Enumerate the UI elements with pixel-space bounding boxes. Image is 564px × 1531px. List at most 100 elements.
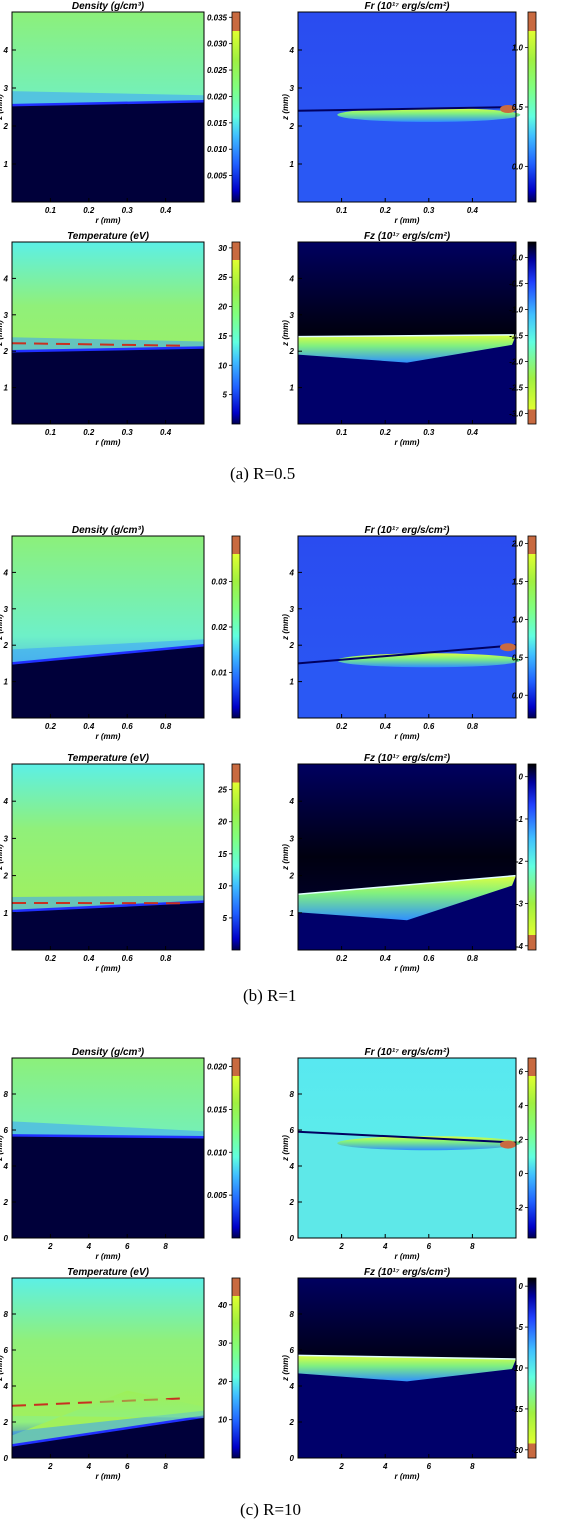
- y-tick-label: 3: [290, 605, 295, 614]
- heatmap-lower-region: [12, 101, 204, 202]
- colorbar: [232, 12, 240, 202]
- colorbar-tick-label: 15: [218, 850, 227, 859]
- y-tick-label: 6: [290, 1126, 295, 1135]
- x-tick-label: 2: [47, 1462, 53, 1471]
- colorbar: [232, 1278, 240, 1458]
- x-tick-label: 4: [382, 1242, 388, 1251]
- panel-title: Temperature (eV): [67, 231, 150, 242]
- y-tick-label: 2: [289, 1198, 295, 1207]
- panel-title: Fr (10¹⁷ erg/s/cm²): [365, 1047, 451, 1058]
- y-tick-label: 3: [4, 605, 9, 614]
- x-tick-label: 0.2: [380, 206, 392, 215]
- colorbar-tick-label: 0.5: [512, 103, 524, 112]
- colorbar: [528, 1278, 536, 1458]
- colorbar-tick-label: 0.015: [207, 1105, 228, 1114]
- colorbar-tick-label: 15: [218, 332, 227, 341]
- y-tick-label: 4: [3, 797, 9, 806]
- y-tick-label: 1: [290, 909, 295, 918]
- y-axis-label: z (mm): [281, 614, 290, 641]
- colorbar-tick-label: 0: [519, 1169, 524, 1178]
- y-tick-label: 4: [289, 1382, 295, 1391]
- colorbar-tick-label: 10: [218, 1416, 227, 1425]
- y-tick-label: 2: [3, 122, 9, 131]
- y-tick-label: 0: [290, 1234, 295, 1243]
- colorbar-tick-label: 20: [217, 818, 227, 827]
- colorbar: [528, 764, 536, 950]
- y-axis-label: z (mm): [0, 1355, 4, 1382]
- x-tick-label: 4: [382, 1462, 388, 1471]
- panel-title: Temperature (eV): [67, 1267, 150, 1278]
- y-tick-label: 0: [290, 1454, 295, 1463]
- caption-c: (c) R=10: [240, 1500, 301, 1520]
- x-axis-label: r (mm): [96, 964, 121, 973]
- x-tick-label: 0.4: [83, 722, 95, 731]
- x-tick-label: 0.8: [467, 722, 479, 731]
- y-tick-label: 4: [3, 1382, 9, 1391]
- x-tick-label: 0.2: [380, 428, 392, 437]
- y-tick-label: 4: [3, 46, 9, 55]
- colorbar-tick-label: 0.020: [207, 92, 228, 101]
- y-tick-label: 1: [290, 384, 295, 393]
- heatmap-lower-region: [12, 1135, 204, 1238]
- y-tick-label: 2: [3, 641, 9, 650]
- colorbar-tick-label: -1: [516, 815, 524, 824]
- y-tick-label: 4: [289, 797, 295, 806]
- colorbar-tick-label: 6: [519, 1068, 524, 1077]
- x-tick-label: 0.4: [160, 428, 172, 437]
- y-tick-label: 3: [290, 834, 295, 843]
- colorbar-tick-label: -2: [516, 1203, 524, 1212]
- colorbar-tick-label: 0.010: [207, 145, 228, 154]
- x-tick-label: 0.8: [160, 954, 172, 963]
- y-tick-label: 2: [289, 641, 295, 650]
- colorbar-tick-label: -15: [511, 1405, 523, 1414]
- y-tick-label: 2: [3, 1198, 9, 1207]
- colorbar: [232, 242, 240, 424]
- colorbar-tick-label: -4: [516, 942, 524, 951]
- flux-hotspot: [500, 1141, 516, 1149]
- y-tick-label: 8: [4, 1310, 9, 1319]
- x-tick-label: 6: [427, 1462, 432, 1471]
- y-tick-label: 8: [290, 1090, 295, 1099]
- x-axis-label: r (mm): [395, 438, 420, 447]
- panel-title: Fz (10¹⁷ erg/s/cm²): [364, 753, 451, 764]
- x-axis-label: r (mm): [96, 216, 121, 225]
- colorbar-tick-label: 10: [218, 882, 227, 891]
- colorbar-tick-label: -2.5: [509, 384, 523, 393]
- colorbar-tick-label: -2: [516, 857, 524, 866]
- colorbar: [232, 764, 240, 950]
- colorbar-tick-label: 1.0: [512, 615, 524, 624]
- x-tick-label: 0.6: [423, 954, 435, 963]
- heatmap-panel-7: Temperature (eV)0.20.40.60.8r (mm)1234z …: [0, 753, 240, 973]
- y-tick-label: 4: [3, 274, 9, 283]
- colorbar-tick-label: 10: [218, 361, 227, 370]
- y-tick-label: 6: [4, 1126, 9, 1135]
- x-tick-label: 6: [427, 1242, 432, 1251]
- y-tick-label: 2: [289, 347, 295, 356]
- x-tick-label: 0.4: [467, 428, 479, 437]
- x-tick-label: 6: [125, 1242, 130, 1251]
- y-tick-label: 2: [289, 122, 295, 131]
- panel-title: Fr (10¹⁷ erg/s/cm²): [365, 1, 451, 12]
- x-axis-label: r (mm): [395, 216, 420, 225]
- y-tick-label: 1: [4, 678, 9, 687]
- colorbar-tick-label: -3: [516, 900, 524, 909]
- y-axis-label: z (mm): [281, 1355, 290, 1382]
- x-tick-label: 0.8: [467, 954, 479, 963]
- colorbar-tick-label: 0.5: [512, 653, 524, 662]
- colorbar-tick-label: 0.005: [207, 1191, 228, 1200]
- panel-title: Fz (10¹⁷ erg/s/cm²): [364, 231, 451, 242]
- y-tick-label: 0: [4, 1454, 9, 1463]
- colorbar-tick-label: -3.0: [509, 410, 523, 419]
- colorbar-tick-label: 20: [217, 303, 227, 312]
- x-tick-label: 2: [338, 1462, 344, 1471]
- colorbar-tick-label: -20: [511, 1446, 523, 1455]
- y-tick-label: 2: [289, 1418, 295, 1427]
- y-tick-label: 2: [3, 1418, 9, 1427]
- y-tick-label: 2: [3, 347, 9, 356]
